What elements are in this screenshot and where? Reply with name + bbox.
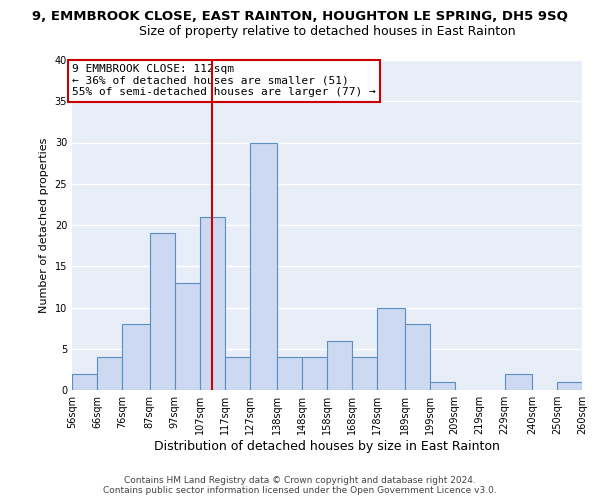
Bar (302, 357, 327, 390)
Bar (430, 382, 455, 390)
Bar (149, 233, 175, 390)
Text: Contains HM Land Registry data © Crown copyright and database right 2024.
Contai: Contains HM Land Registry data © Crown c… (103, 476, 497, 495)
Bar (250, 142, 277, 390)
Bar (352, 357, 377, 390)
Y-axis label: Number of detached properties: Number of detached properties (39, 138, 49, 312)
Bar (505, 374, 532, 390)
Bar (72, 374, 97, 390)
Bar (199, 217, 224, 390)
Text: 9, EMMBROOK CLOSE, EAST RAINTON, HOUGHTON LE SPRING, DH5 9SQ: 9, EMMBROOK CLOSE, EAST RAINTON, HOUGHTO… (32, 10, 568, 23)
Bar (224, 357, 250, 390)
Bar (377, 308, 404, 390)
X-axis label: Distribution of detached houses by size in East Rainton: Distribution of detached houses by size … (154, 440, 500, 453)
Bar (175, 283, 199, 390)
Bar (97, 357, 122, 390)
Bar (557, 382, 582, 390)
Bar (404, 324, 430, 390)
Bar (277, 357, 302, 390)
Bar (327, 340, 352, 390)
Bar (122, 324, 149, 390)
Text: 9 EMMBROOK CLOSE: 112sqm
← 36% of detached houses are smaller (51)
55% of semi-d: 9 EMMBROOK CLOSE: 112sqm ← 36% of detach… (72, 64, 376, 98)
Title: Size of property relative to detached houses in East Rainton: Size of property relative to detached ho… (139, 25, 515, 38)
